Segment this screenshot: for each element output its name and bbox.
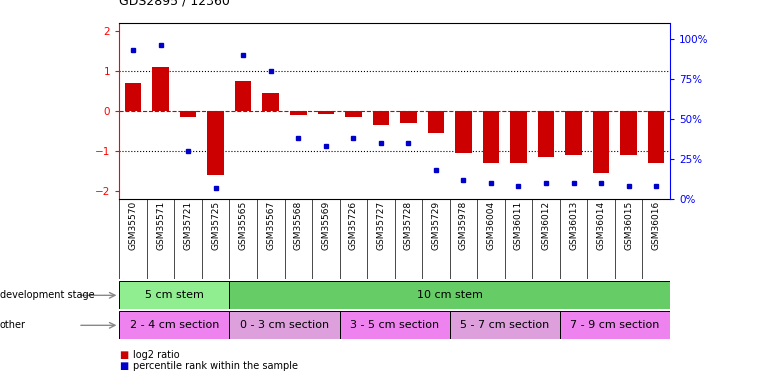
Bar: [207, 111, 224, 175]
FancyBboxPatch shape: [229, 281, 670, 309]
Text: log2 ratio: log2 ratio: [133, 350, 180, 360]
FancyBboxPatch shape: [450, 311, 560, 339]
Text: GSM35727: GSM35727: [377, 201, 385, 250]
Text: GSM35721: GSM35721: [184, 201, 192, 250]
Bar: [511, 111, 527, 163]
Text: GSM36016: GSM36016: [651, 201, 661, 250]
Text: 5 cm stem: 5 cm stem: [145, 290, 204, 300]
Bar: [317, 111, 334, 114]
Bar: [565, 111, 582, 154]
Bar: [621, 111, 637, 154]
Text: ■: ■: [119, 361, 129, 371]
Text: GSM35725: GSM35725: [211, 201, 220, 250]
Bar: [400, 111, 417, 123]
Bar: [648, 111, 665, 163]
FancyBboxPatch shape: [119, 281, 229, 309]
Text: GSM35567: GSM35567: [266, 201, 275, 250]
FancyBboxPatch shape: [340, 311, 450, 339]
Text: GSM35571: GSM35571: [156, 201, 165, 250]
Bar: [345, 111, 362, 117]
Text: GSM35568: GSM35568: [294, 201, 303, 250]
Bar: [125, 82, 142, 111]
Bar: [537, 111, 554, 157]
Text: GSM35569: GSM35569: [321, 201, 330, 250]
Bar: [483, 111, 499, 163]
Text: GSM36013: GSM36013: [569, 201, 578, 250]
Text: GSM36011: GSM36011: [514, 201, 523, 250]
Text: 0 - 3 cm section: 0 - 3 cm section: [240, 320, 329, 330]
FancyBboxPatch shape: [560, 311, 670, 339]
Text: 10 cm stem: 10 cm stem: [417, 290, 483, 300]
Text: other: other: [0, 320, 26, 330]
FancyBboxPatch shape: [229, 311, 340, 339]
Bar: [290, 111, 306, 116]
Text: GDS2895 / 12360: GDS2895 / 12360: [119, 0, 230, 8]
Bar: [263, 93, 279, 111]
Bar: [180, 111, 196, 117]
Text: GSM36004: GSM36004: [487, 201, 495, 250]
Text: GSM35565: GSM35565: [239, 201, 248, 250]
Text: GSM35729: GSM35729: [431, 201, 440, 250]
Text: development stage: development stage: [0, 290, 95, 300]
Text: GSM35728: GSM35728: [404, 201, 413, 250]
Text: GSM35978: GSM35978: [459, 201, 468, 250]
Bar: [593, 111, 609, 173]
Text: 3 - 5 cm section: 3 - 5 cm section: [350, 320, 439, 330]
Bar: [455, 111, 472, 153]
Text: 5 - 7 cm section: 5 - 7 cm section: [460, 320, 549, 330]
Bar: [235, 81, 252, 111]
Text: GSM36012: GSM36012: [541, 201, 551, 250]
Text: GSM36014: GSM36014: [597, 201, 605, 250]
Bar: [152, 67, 169, 111]
Bar: [427, 111, 444, 133]
Text: percentile rank within the sample: percentile rank within the sample: [133, 361, 298, 371]
Text: ■: ■: [119, 350, 129, 360]
FancyBboxPatch shape: [119, 311, 229, 339]
Text: 7 - 9 cm section: 7 - 9 cm section: [570, 320, 660, 330]
Bar: [373, 111, 389, 125]
Text: GSM35726: GSM35726: [349, 201, 358, 250]
Text: 2 - 4 cm section: 2 - 4 cm section: [129, 320, 219, 330]
Text: GSM36015: GSM36015: [624, 201, 633, 250]
Text: GSM35570: GSM35570: [129, 201, 138, 250]
